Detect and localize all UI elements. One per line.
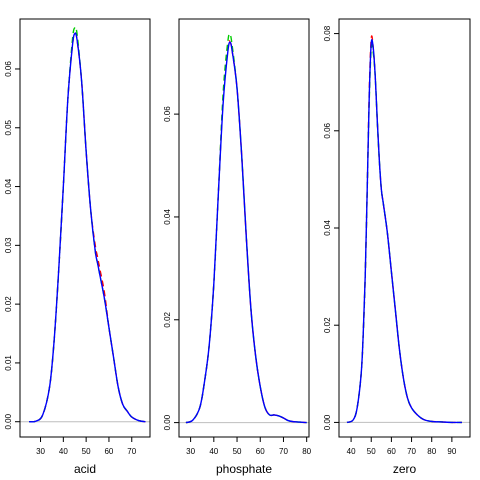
y-tick-label: 0.00 bbox=[4, 413, 13, 429]
plot-frame bbox=[178, 18, 310, 438]
x-tick-label: 50 bbox=[233, 447, 242, 456]
x-tick-label: 80 bbox=[302, 447, 311, 456]
density-curve-2 bbox=[29, 26, 146, 423]
y-tick-label: 0.08 bbox=[323, 25, 332, 41]
x-axis-label: acid bbox=[74, 462, 96, 476]
y-tick-label: 0.02 bbox=[323, 317, 332, 333]
x-tick-label: 80 bbox=[427, 447, 436, 456]
plot-frame bbox=[338, 18, 471, 438]
x-tick-label: 30 bbox=[36, 447, 45, 456]
x-tick-label: 60 bbox=[256, 447, 265, 456]
y-tick-label: 0.01 bbox=[4, 355, 13, 371]
density-curve-3 bbox=[29, 32, 146, 423]
y-tick-label: 0.05 bbox=[4, 119, 13, 135]
x-tick-label: 50 bbox=[367, 447, 376, 456]
x-tick-label: 70 bbox=[127, 447, 136, 456]
x-tick-label: 30 bbox=[186, 447, 195, 456]
x-axis-label: phosphate bbox=[216, 462, 272, 476]
y-tick-label: 0.06 bbox=[323, 122, 332, 138]
y-tick-label: 0.04 bbox=[163, 209, 172, 225]
x-tick-label: 40 bbox=[347, 447, 356, 456]
panel-acid: 30 40 50 60 70 0.00 0.01 0.02 0.03 0.04 0.05 0.06 ac… bbox=[4, 18, 151, 476]
density-curve-1 bbox=[346, 35, 462, 424]
y-tick-label: 0.04 bbox=[4, 178, 13, 194]
y-tick-label: 0.00 bbox=[323, 414, 332, 430]
y-tick-label: 0.00 bbox=[163, 414, 172, 430]
y-tick-label: 0.03 bbox=[4, 237, 13, 253]
x-axis-label: zero bbox=[393, 462, 417, 476]
x-tick-label: 70 bbox=[279, 447, 288, 456]
panel-zero: 40 50 60 70 80 90 0.00 0.02 0.04 0.06 0.08 zero bbox=[323, 18, 471, 476]
plot-frame bbox=[19, 18, 151, 438]
x-tick-label: 60 bbox=[104, 447, 113, 456]
density-curve-3 bbox=[346, 39, 462, 424]
x-tick-label: 40 bbox=[209, 447, 218, 456]
x-tick-label: 50 bbox=[82, 447, 91, 456]
y-tick-label: 0.02 bbox=[4, 296, 13, 312]
density-curve-1 bbox=[29, 32, 146, 423]
panel-phosphate: 30 40 50 60 70 80 0.00 0.02 0.04 0.06 phosphate bbox=[163, 18, 312, 476]
y-tick-label: 0.02 bbox=[163, 311, 172, 327]
x-tick-label: 70 bbox=[407, 447, 416, 456]
x-tick-label: 90 bbox=[447, 447, 456, 456]
x-tick-label: 40 bbox=[59, 447, 68, 456]
x-tick-label: 60 bbox=[387, 447, 396, 456]
y-tick-label: 0.06 bbox=[4, 61, 13, 77]
y-tick-label: 0.04 bbox=[323, 220, 332, 236]
density-curve-3 bbox=[185, 41, 307, 424]
y-tick-label: 0.06 bbox=[163, 106, 172, 122]
density-curve-2 bbox=[346, 44, 462, 424]
